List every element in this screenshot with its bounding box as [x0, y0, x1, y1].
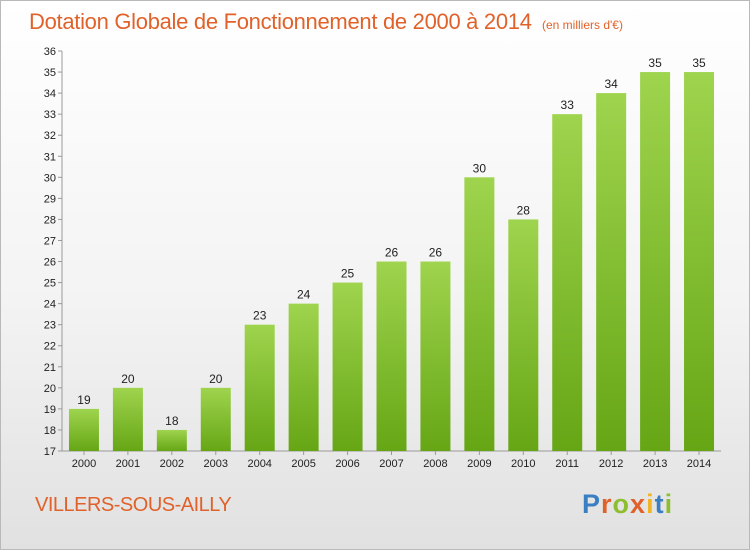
x-tick-label: 2007 [379, 458, 403, 470]
bar-2006 [332, 282, 363, 451]
y-tick-label: 25 [44, 278, 56, 290]
y-tick-label: 20 [44, 383, 56, 395]
chart-subtitle: (en milliers d'€) [542, 18, 623, 32]
bar-2012 [596, 93, 627, 452]
y-tick-label: 17 [44, 446, 56, 458]
y-tick-label: 18 [44, 425, 56, 437]
bar-value-label: 33 [561, 98, 575, 112]
y-tick-label: 29 [44, 193, 56, 205]
bar-2003 [200, 387, 231, 451]
commune-name: VILLERS-SOUS-AILLY [35, 494, 232, 516]
bar-2007 [376, 261, 407, 451]
y-tick-label: 24 [44, 299, 56, 311]
y-axis: 17 18 19 20 21 22 23 24 25 26 27 28 29 30 31 32 33 34 35 36 [44, 46, 63, 458]
y-tick-label: 28 [44, 214, 56, 226]
x-tick-label: 2002 [160, 458, 184, 470]
y-tick-label: 19 [44, 404, 56, 416]
y-tick-label: 35 [44, 67, 56, 79]
bar-2013 [640, 72, 671, 451]
y-tick-label: 26 [44, 257, 56, 269]
logo-letter: i [664, 489, 674, 519]
y-tick-label: 27 [44, 235, 56, 247]
x-tick-label: 2012 [599, 458, 623, 470]
bar-value-label: 25 [341, 267, 355, 281]
y-tick-label: 30 [44, 172, 56, 184]
bar-2014 [684, 72, 715, 451]
x-tick-label: 2005 [291, 458, 315, 470]
x-tick-label: 2011 [555, 458, 579, 470]
bar-value-label: 19 [77, 393, 91, 407]
bar-value-label: 35 [648, 56, 662, 70]
x-tick-label: 2008 [423, 458, 447, 470]
bar-value-label: 26 [385, 246, 399, 260]
bar-2000 [68, 408, 99, 451]
bar-value-label: 20 [121, 372, 135, 386]
bar-2009 [464, 177, 495, 451]
x-tick-label: 2009 [467, 458, 491, 470]
x-tick-label: 2010 [511, 458, 535, 470]
bars: 19 20 18 20 23 24 25 26 26 30 28 33 34 35 35 [68, 56, 715, 452]
logo-letter: r [601, 489, 613, 519]
bar-value-label: 30 [473, 161, 487, 175]
x-tick-label: 2001 [116, 458, 140, 470]
bar-value-label: 20 [209, 372, 223, 386]
bar-value-label: 35 [692, 56, 706, 70]
x-axis: 2000 2001 2002 2003 2004 2005 2006 2007 2008 2009… [62, 450, 721, 470]
bar-value-label: 18 [165, 414, 179, 428]
bar-value-label: 24 [297, 288, 311, 302]
x-tick-label: 2003 [204, 458, 228, 470]
chart-title: Dotation Globale de Fonctionnement de 20… [29, 9, 532, 34]
bar-value-label: 23 [253, 309, 267, 323]
bar-value-label: 34 [604, 77, 618, 91]
y-tick-label: 34 [44, 88, 56, 100]
y-tick-label: 33 [44, 109, 56, 121]
bar-2005 [288, 303, 319, 451]
y-tick-label: 31 [44, 151, 56, 163]
x-tick-label: 2000 [72, 458, 96, 470]
logo-letter: i [646, 489, 655, 519]
x-tick-label: 2014 [687, 458, 711, 470]
proxiti-logo: Proxiti [582, 489, 673, 520]
x-tick-label: 2004 [247, 458, 271, 470]
y-tick-label: 22 [44, 341, 56, 353]
y-tick-label: 23 [44, 320, 56, 332]
bar-2011 [552, 114, 583, 451]
bar-2008 [420, 261, 451, 451]
bar-2001 [112, 387, 143, 451]
y-tick-label: 36 [44, 46, 56, 58]
x-tick-label: 2013 [643, 458, 667, 470]
logo-letter: o [612, 489, 631, 519]
logo-letter: x [630, 489, 647, 519]
bar-2002 [156, 429, 187, 451]
bar-2004 [244, 324, 275, 451]
logo-letter: t [654, 489, 665, 519]
bar-value-label: 28 [517, 203, 531, 217]
logo-letter: P [582, 489, 602, 519]
y-tick-label: 21 [44, 362, 56, 374]
bar-2010 [508, 219, 539, 451]
x-tick-label: 2006 [335, 458, 359, 470]
y-tick-label: 32 [44, 130, 56, 142]
bar-value-label: 26 [429, 246, 443, 260]
